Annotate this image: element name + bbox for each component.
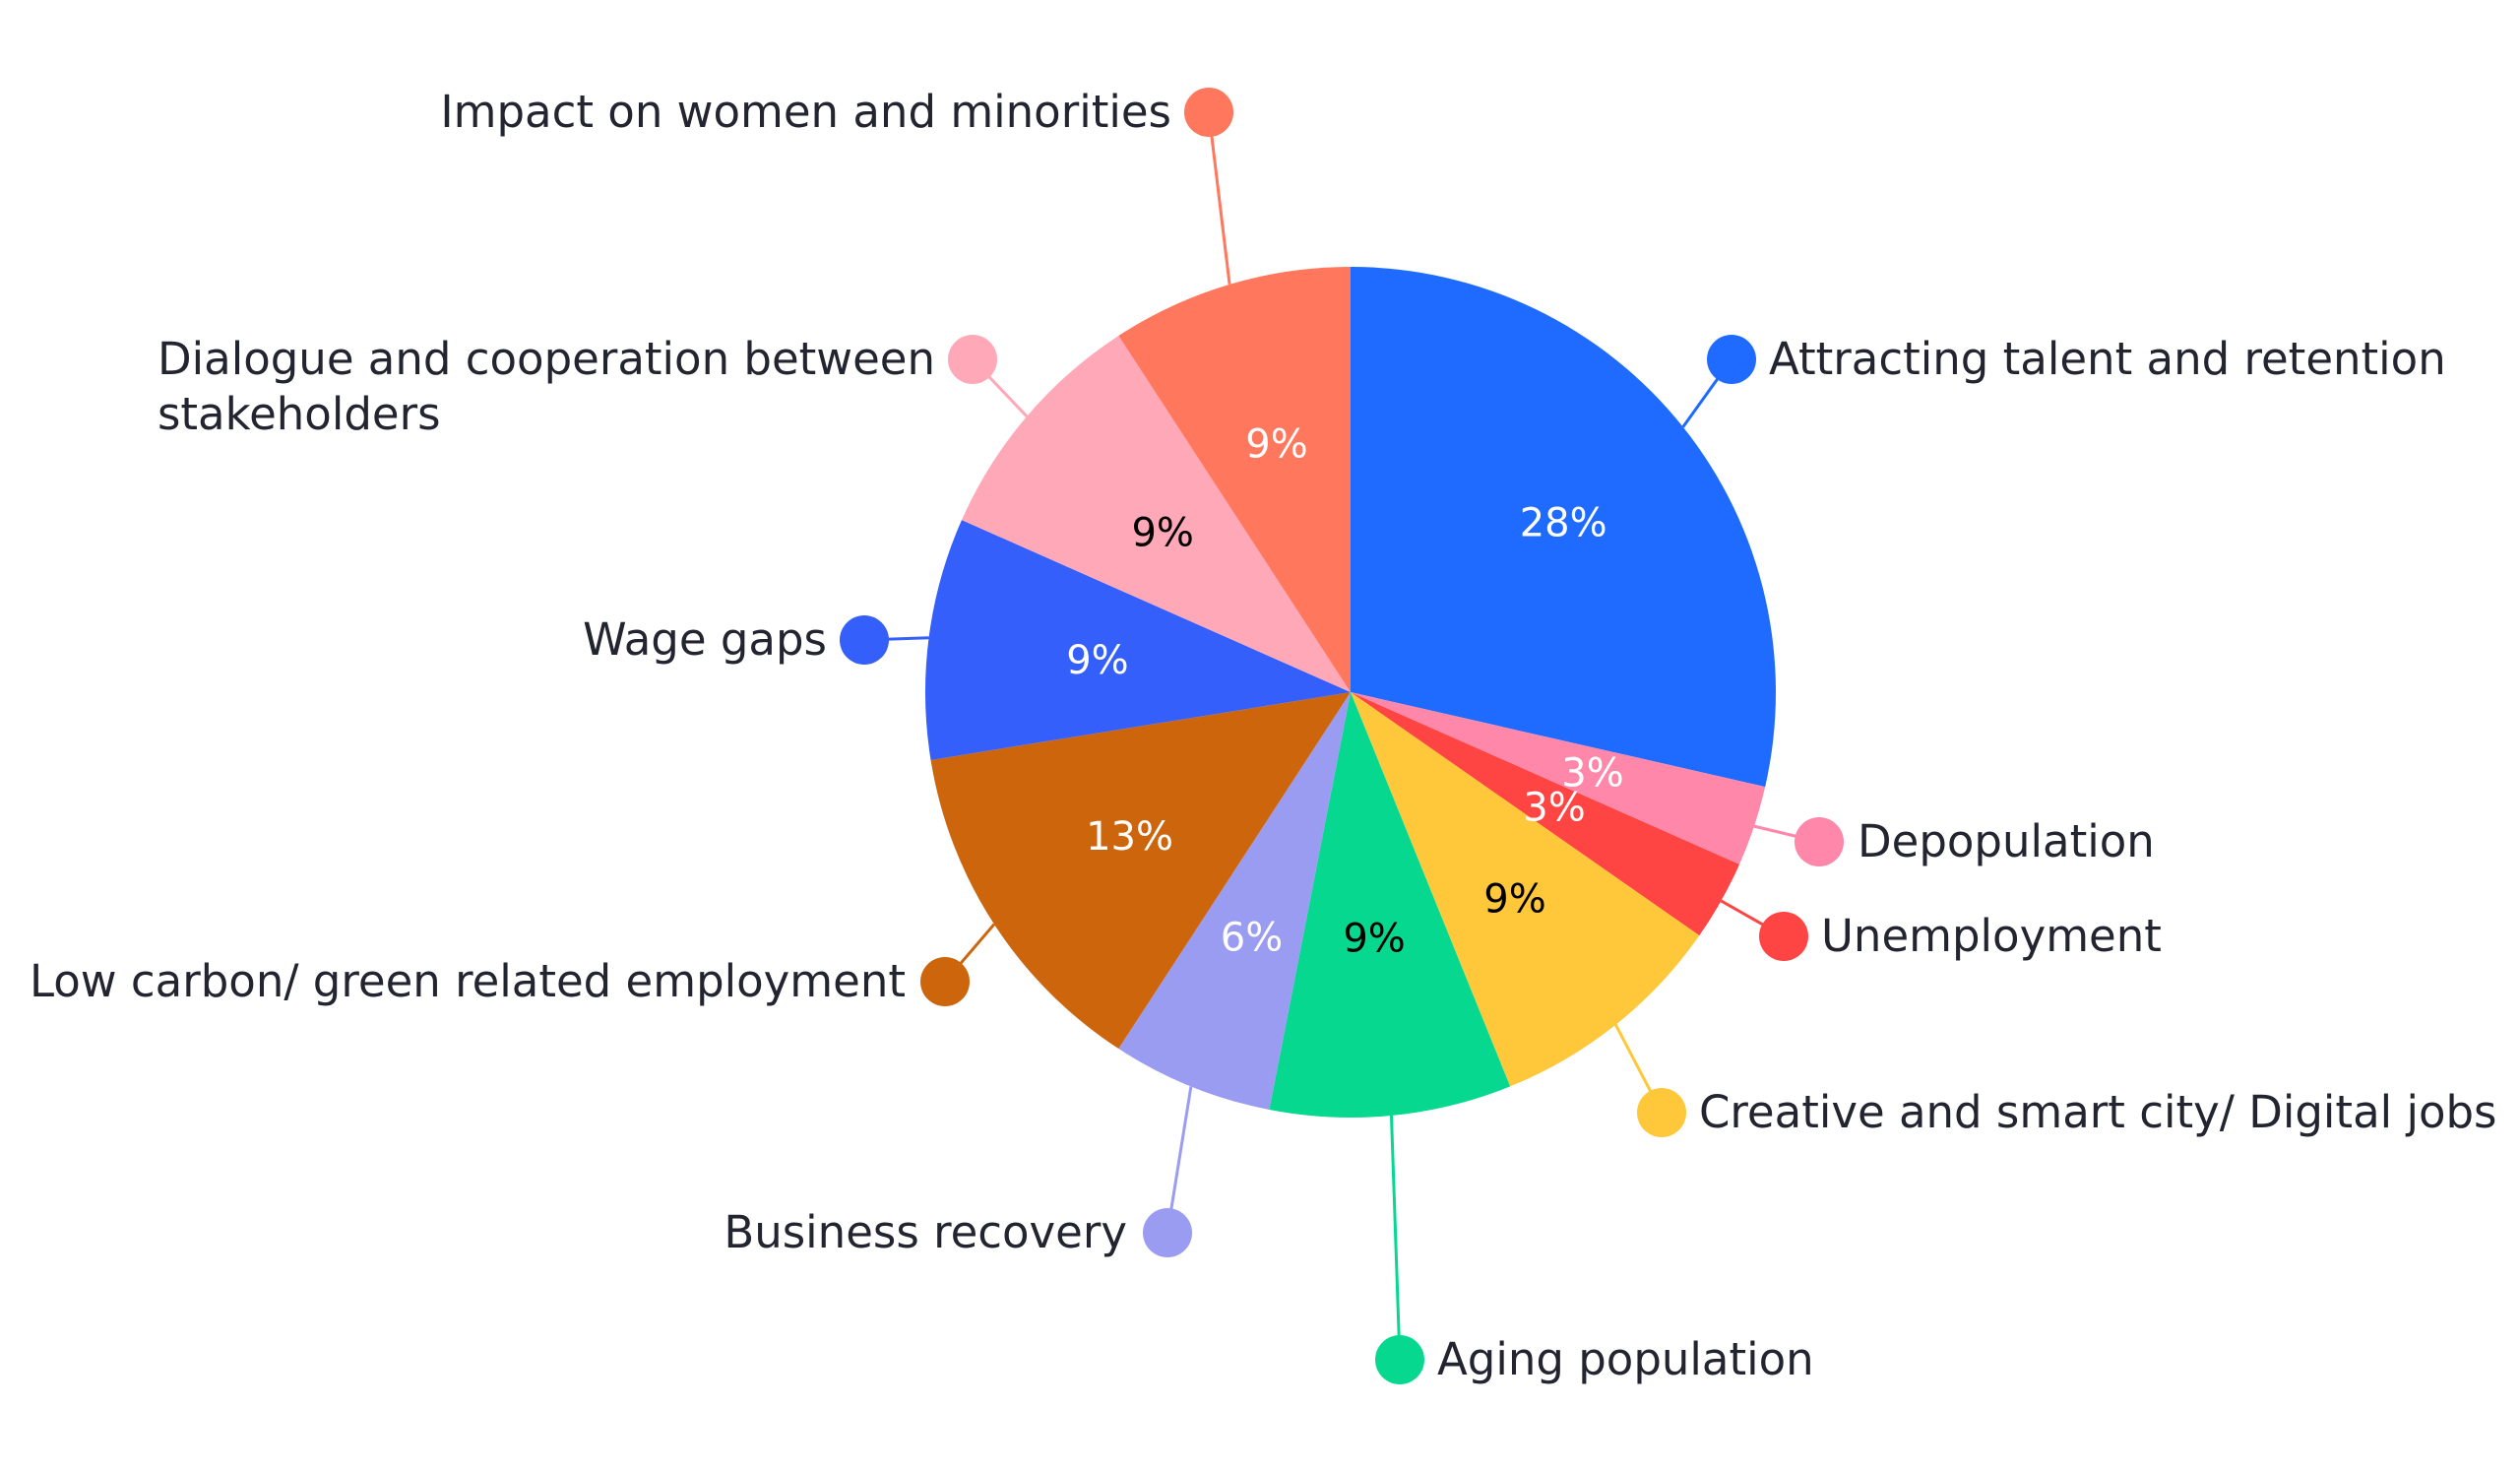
legend-dot-aging-population <box>1375 1335 1424 1384</box>
legend-dot-unemployment <box>1759 912 1808 961</box>
slice-value-label-impact-on-women-and-minorities: 9% <box>1245 421 1307 467</box>
legend-label-aging-population: Aging population <box>1437 1333 1814 1385</box>
slice-value-label-low-carbon-green-related-employment: 13% <box>1086 814 1173 860</box>
slice-value-label-dialogue-and-cooperation-between-stakeholders: 9% <box>1131 511 1193 556</box>
slice-value-label-business-recovery: 6% <box>1221 915 1283 960</box>
legend-label-low-carbon-green-related-employment: Low carbon/ green related employment <box>30 955 906 1007</box>
pie-slice-dialogue-and-cooperation-between-stakeholders <box>961 335 1351 692</box>
legend-label-dialogue-and-cooperation-between-stakeholders: Dialogue and cooperation between stakehol… <box>158 333 935 440</box>
legend-label-depopulation: Depopulation <box>1858 815 2155 867</box>
slice-value-label-creative-and-smart-city-digital-jobs: 9% <box>1483 876 1545 922</box>
pie-slice-aging-population <box>1269 692 1511 1119</box>
pie-slice-low-carbon-green-related-employment <box>930 692 1351 1050</box>
slice-name-labels: Attracting talent and retention Depopulat… <box>30 86 2497 1385</box>
legend-label-unemployment: Unemployment <box>1821 910 2162 962</box>
legend-label-business-recovery: Business recovery <box>724 1206 1127 1258</box>
pie-slice-impact-on-women-and-minorities <box>1118 267 1351 692</box>
slice-value-label-attracting-talent-and-retention: 28% <box>1520 501 1607 546</box>
legend-dot-impact-on-women-and-minorities <box>1184 88 1233 137</box>
legend-label-impact-on-women-and-minorities: Impact on women and minorities <box>440 86 1171 138</box>
legend-dot-dialogue-and-cooperation-between-stakeholders <box>948 335 997 384</box>
slice-value-label-wage-gaps: 9% <box>1066 638 1128 683</box>
legend-dot-depopulation <box>1795 817 1844 866</box>
pie-slice-wage-gaps <box>925 520 1351 760</box>
legend-dot-low-carbon-green-related-employment <box>920 957 970 1006</box>
slice-value-label-aging-population: 9% <box>1343 916 1405 961</box>
pie-slice-business-recovery <box>1118 692 1351 1111</box>
pie-slice-attracting-talent-and-retention <box>1351 267 1776 788</box>
pie-slice-unemployment <box>1351 692 1740 936</box>
legend-dot-attracting-talent-and-retention <box>1707 335 1756 384</box>
pie-slices <box>925 267 1776 1119</box>
pie-slice-creative-and-smart-city-digital-jobs <box>1351 692 1700 1087</box>
slice-value-label-depopulation: 3% <box>1561 751 1623 797</box>
leader-line-aging-population <box>1389 1115 1402 1361</box>
slice-value-label-unemployment: 3% <box>1523 786 1585 831</box>
leader-line-impact-on-women-and-minorities <box>1207 111 1231 286</box>
legend-label-wage-gaps: Wage gaps <box>583 613 827 666</box>
legend-dot-creative-and-smart-city-digital-jobs <box>1637 1088 1686 1137</box>
legend-label-creative-and-smart-city-digital-jobs: Creative and smart city/ Digital jobs <box>1699 1086 2497 1138</box>
pie-slice-depopulation <box>1351 692 1766 864</box>
leader-line-business-recovery <box>1166 1086 1193 1234</box>
legend-dot-wage-gaps <box>840 615 889 665</box>
legend-dot-business-recovery <box>1143 1208 1192 1257</box>
legend-label-attracting-talent-and-retention: Attracting talent and retention <box>1769 333 2446 385</box>
slice-value-labels: 28% 3%3% 9% 9% 6% 13% 9% 9% 9% <box>1066 421 1624 961</box>
